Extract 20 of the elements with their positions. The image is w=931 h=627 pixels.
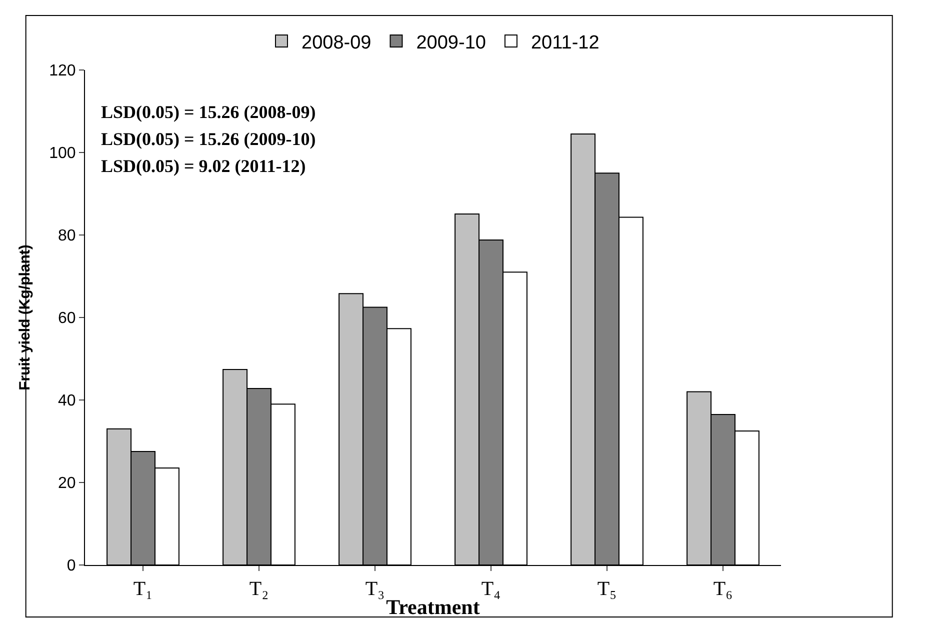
- legend-label: 2011-12: [530, 32, 600, 54]
- y-tick-label: 80: [58, 228, 76, 245]
- y-tick-label: 100: [49, 145, 76, 162]
- x-tick-label: T₆: [713, 578, 733, 600]
- y-tick-label: 60: [58, 310, 76, 328]
- annotation: LSD(0.05) = 15.26 (2009-10): [101, 129, 316, 149]
- annotation: LSD(0.05) = 9.02 (2011-12): [101, 156, 306, 176]
- x-tick-label: T₂: [249, 578, 269, 600]
- x-tick-label: T₄: [481, 578, 501, 600]
- legend-label: 2009-10: [416, 32, 486, 54]
- y-tick-label: 40: [58, 392, 76, 410]
- y-tick-label: 20: [58, 475, 76, 492]
- x-tick-label: T₁: [133, 578, 153, 600]
- legend-label: 2008-09: [302, 32, 372, 54]
- x-axis-title: Treatment: [386, 595, 480, 620]
- annotation: LSD(0.05) = 15.26 (2008-09): [101, 102, 316, 122]
- y-tick-label: 120: [49, 62, 76, 80]
- y-tick-label: 0: [66, 558, 76, 575]
- x-tick-label: T₅: [597, 578, 617, 600]
- x-tick-label: T₃: [365, 578, 385, 600]
